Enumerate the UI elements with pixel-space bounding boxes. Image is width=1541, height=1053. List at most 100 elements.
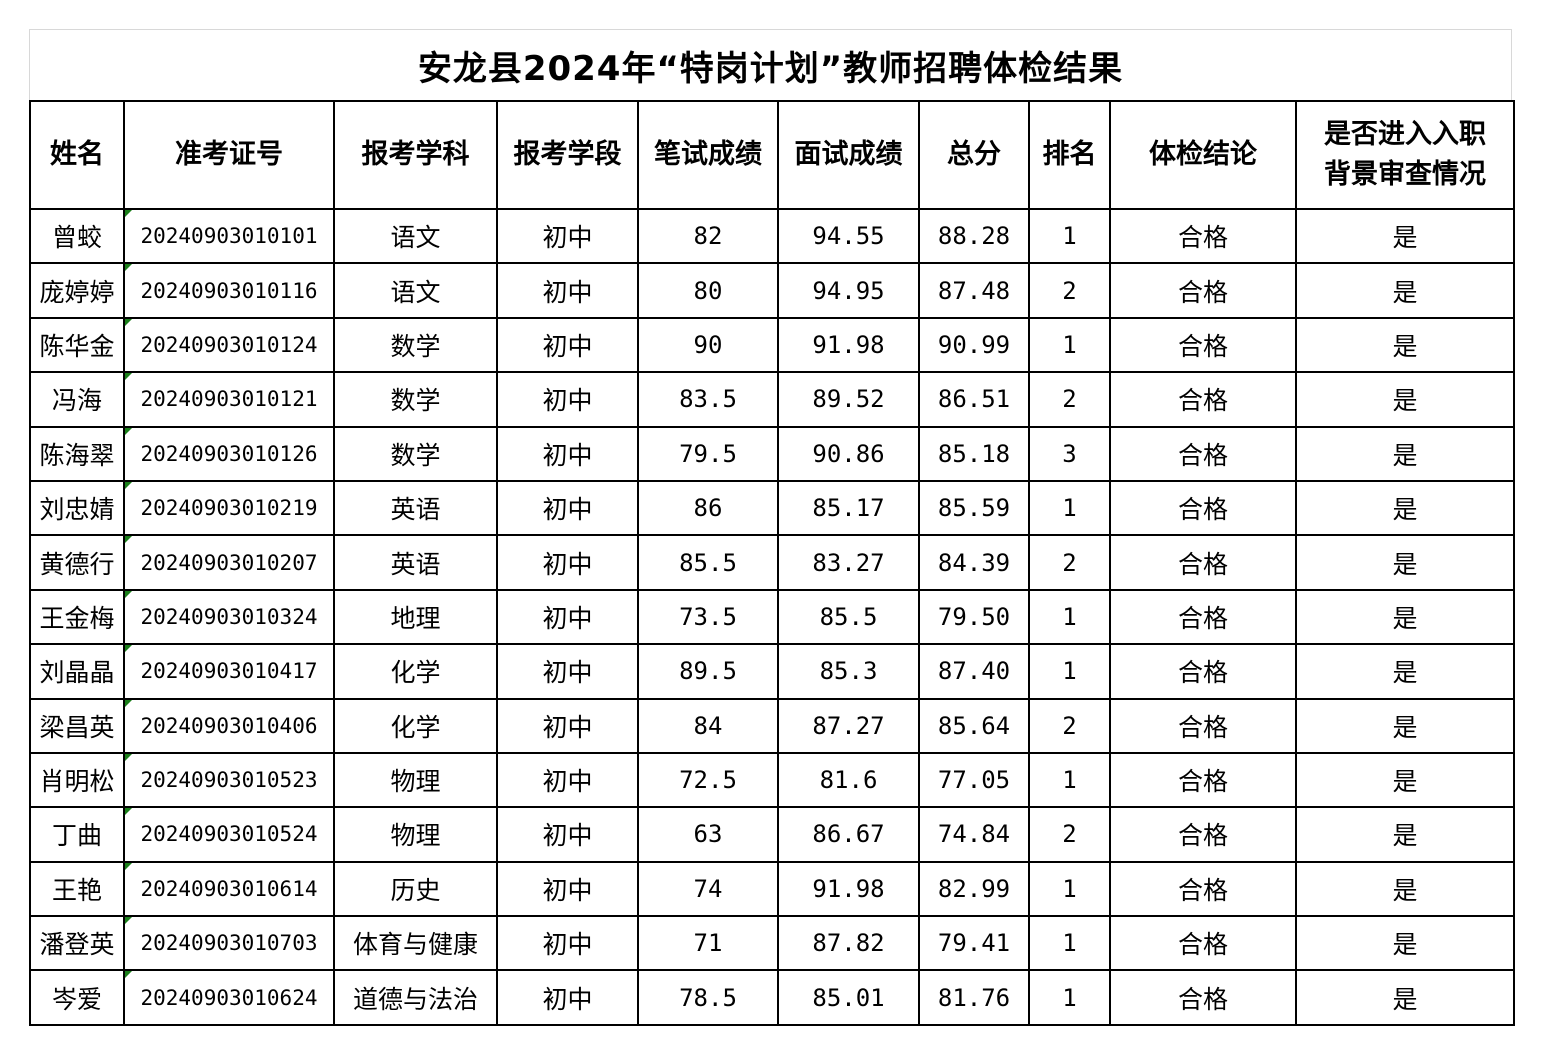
cell-exam-result[interactable]: 合格 bbox=[1109, 479, 1297, 537]
cell-interview-score[interactable]: 87.82 bbox=[777, 915, 920, 972]
cell-total[interactable]: 84.39 bbox=[918, 534, 1030, 591]
cell-rank[interactable]: 2 bbox=[1028, 371, 1111, 428]
cell-exam-result[interactable]: 合格 bbox=[1109, 643, 1297, 700]
cell-exam-result[interactable]: 合格 bbox=[1109, 316, 1297, 374]
cell-name[interactable]: 刘忠婧 bbox=[29, 479, 125, 537]
cell-exam-result[interactable]: 合格 bbox=[1109, 697, 1297, 754]
cell-rank[interactable]: 2 bbox=[1028, 262, 1111, 319]
cell-interview-score[interactable]: 91.98 bbox=[777, 860, 920, 918]
cell-written-score[interactable]: 73.5 bbox=[637, 588, 779, 646]
cell-name[interactable]: 曾蛟 bbox=[29, 207, 125, 265]
cell-exam-result[interactable]: 合格 bbox=[1109, 425, 1297, 482]
cell-written-score[interactable]: 82 bbox=[637, 207, 779, 265]
cell-name[interactable]: 冯海 bbox=[29, 371, 125, 428]
cell-exam-result[interactable]: 合格 bbox=[1109, 860, 1297, 918]
cell-name[interactable]: 丁曲 bbox=[29, 806, 125, 863]
cell-exam-id[interactable]: 20240903010219 bbox=[123, 479, 335, 537]
cell-written-score[interactable]: 84 bbox=[637, 697, 779, 754]
cell-subject[interactable]: 英语 bbox=[333, 534, 498, 591]
cell-subject[interactable]: 物理 bbox=[333, 751, 498, 809]
cell-total[interactable]: 90.99 bbox=[918, 316, 1030, 374]
cell-level[interactable]: 初中 bbox=[496, 751, 639, 809]
cell-interview-score[interactable]: 85.17 bbox=[777, 479, 920, 537]
cell-interview-score[interactable]: 85.3 bbox=[777, 643, 920, 700]
cell-name[interactable]: 王艳 bbox=[29, 860, 125, 918]
cell-subject[interactable]: 化学 bbox=[333, 697, 498, 754]
cell-level[interactable]: 初中 bbox=[496, 860, 639, 918]
cell-background-check[interactable]: 是 bbox=[1295, 751, 1515, 809]
cell-rank[interactable]: 1 bbox=[1028, 207, 1111, 265]
cell-background-check[interactable]: 是 bbox=[1295, 316, 1515, 374]
cell-name[interactable]: 刘晶晶 bbox=[29, 643, 125, 700]
cell-interview-score[interactable]: 85.5 bbox=[777, 588, 920, 646]
cell-level[interactable]: 初中 bbox=[496, 588, 639, 646]
cell-rank[interactable]: 1 bbox=[1028, 479, 1111, 537]
cell-interview-score[interactable]: 81.6 bbox=[777, 751, 920, 809]
cell-background-check[interactable]: 是 bbox=[1295, 806, 1515, 863]
cell-subject[interactable]: 语文 bbox=[333, 262, 498, 319]
cell-exam-result[interactable]: 合格 bbox=[1109, 534, 1297, 591]
cell-name[interactable]: 陈华金 bbox=[29, 316, 125, 374]
cell-written-score[interactable]: 72.5 bbox=[637, 751, 779, 809]
cell-name[interactable]: 庞婷婷 bbox=[29, 262, 125, 319]
cell-total[interactable]: 77.05 bbox=[918, 751, 1030, 809]
cell-exam-id[interactable]: 20240903010101 bbox=[123, 207, 335, 265]
cell-level[interactable]: 初中 bbox=[496, 425, 639, 482]
cell-subject[interactable]: 物理 bbox=[333, 806, 498, 863]
cell-name[interactable]: 梁昌英 bbox=[29, 697, 125, 754]
cell-exam-id[interactable]: 20240903010406 bbox=[123, 697, 335, 754]
cell-background-check[interactable]: 是 bbox=[1295, 697, 1515, 754]
cell-total[interactable]: 85.59 bbox=[918, 479, 1030, 537]
cell-level[interactable]: 初中 bbox=[496, 207, 639, 265]
cell-interview-score[interactable]: 90.86 bbox=[777, 425, 920, 482]
cell-subject[interactable]: 数学 bbox=[333, 316, 498, 374]
cell-level[interactable]: 初中 bbox=[496, 262, 639, 319]
cell-level[interactable]: 初中 bbox=[496, 806, 639, 863]
cell-level[interactable]: 初中 bbox=[496, 534, 639, 591]
cell-total[interactable]: 79.41 bbox=[918, 915, 1030, 972]
cell-subject[interactable]: 历史 bbox=[333, 860, 498, 918]
cell-level[interactable]: 初中 bbox=[496, 697, 639, 754]
cell-rank[interactable]: 1 bbox=[1028, 751, 1111, 809]
cell-written-score[interactable]: 74 bbox=[637, 860, 779, 918]
cell-interview-score[interactable]: 89.52 bbox=[777, 371, 920, 428]
cell-rank[interactable]: 1 bbox=[1028, 643, 1111, 700]
cell-level[interactable]: 初中 bbox=[496, 643, 639, 700]
cell-total[interactable]: 81.76 bbox=[918, 969, 1030, 1026]
cell-exam-id[interactable]: 20240903010124 bbox=[123, 316, 335, 374]
cell-subject[interactable]: 数学 bbox=[333, 425, 498, 482]
cell-exam-id[interactable]: 20240903010624 bbox=[123, 969, 335, 1026]
cell-name[interactable]: 肖明松 bbox=[29, 751, 125, 809]
cell-interview-score[interactable]: 94.55 bbox=[777, 207, 920, 265]
cell-background-check[interactable]: 是 bbox=[1295, 860, 1515, 918]
cell-rank[interactable]: 1 bbox=[1028, 915, 1111, 972]
cell-total[interactable]: 87.40 bbox=[918, 643, 1030, 700]
cell-exam-id[interactable]: 20240903010524 bbox=[123, 806, 335, 863]
cell-subject[interactable]: 数学 bbox=[333, 371, 498, 428]
cell-level[interactable]: 初中 bbox=[496, 316, 639, 374]
cell-exam-id[interactable]: 20240903010417 bbox=[123, 643, 335, 700]
cell-name[interactable]: 王金梅 bbox=[29, 588, 125, 646]
cell-interview-score[interactable]: 86.67 bbox=[777, 806, 920, 863]
cell-exam-result[interactable]: 合格 bbox=[1109, 751, 1297, 809]
cell-rank[interactable]: 2 bbox=[1028, 697, 1111, 754]
cell-subject[interactable]: 英语 bbox=[333, 479, 498, 537]
cell-name[interactable]: 黄德行 bbox=[29, 534, 125, 591]
cell-rank[interactable]: 1 bbox=[1028, 588, 1111, 646]
cell-background-check[interactable]: 是 bbox=[1295, 425, 1515, 482]
cell-subject[interactable]: 地理 bbox=[333, 588, 498, 646]
cell-exam-id[interactable]: 20240903010703 bbox=[123, 915, 335, 972]
cell-total[interactable]: 85.18 bbox=[918, 425, 1030, 482]
cell-written-score[interactable]: 63 bbox=[637, 806, 779, 863]
cell-background-check[interactable]: 是 bbox=[1295, 969, 1515, 1026]
cell-exam-result[interactable]: 合格 bbox=[1109, 806, 1297, 863]
cell-level[interactable]: 初中 bbox=[496, 371, 639, 428]
cell-interview-score[interactable]: 85.01 bbox=[777, 969, 920, 1026]
cell-exam-id[interactable]: 20240903010523 bbox=[123, 751, 335, 809]
cell-background-check[interactable]: 是 bbox=[1295, 371, 1515, 428]
cell-exam-result[interactable]: 合格 bbox=[1109, 915, 1297, 972]
cell-rank[interactable]: 3 bbox=[1028, 425, 1111, 482]
cell-interview-score[interactable]: 83.27 bbox=[777, 534, 920, 591]
cell-total[interactable]: 79.50 bbox=[918, 588, 1030, 646]
cell-subject[interactable]: 体育与健康 bbox=[333, 915, 498, 972]
